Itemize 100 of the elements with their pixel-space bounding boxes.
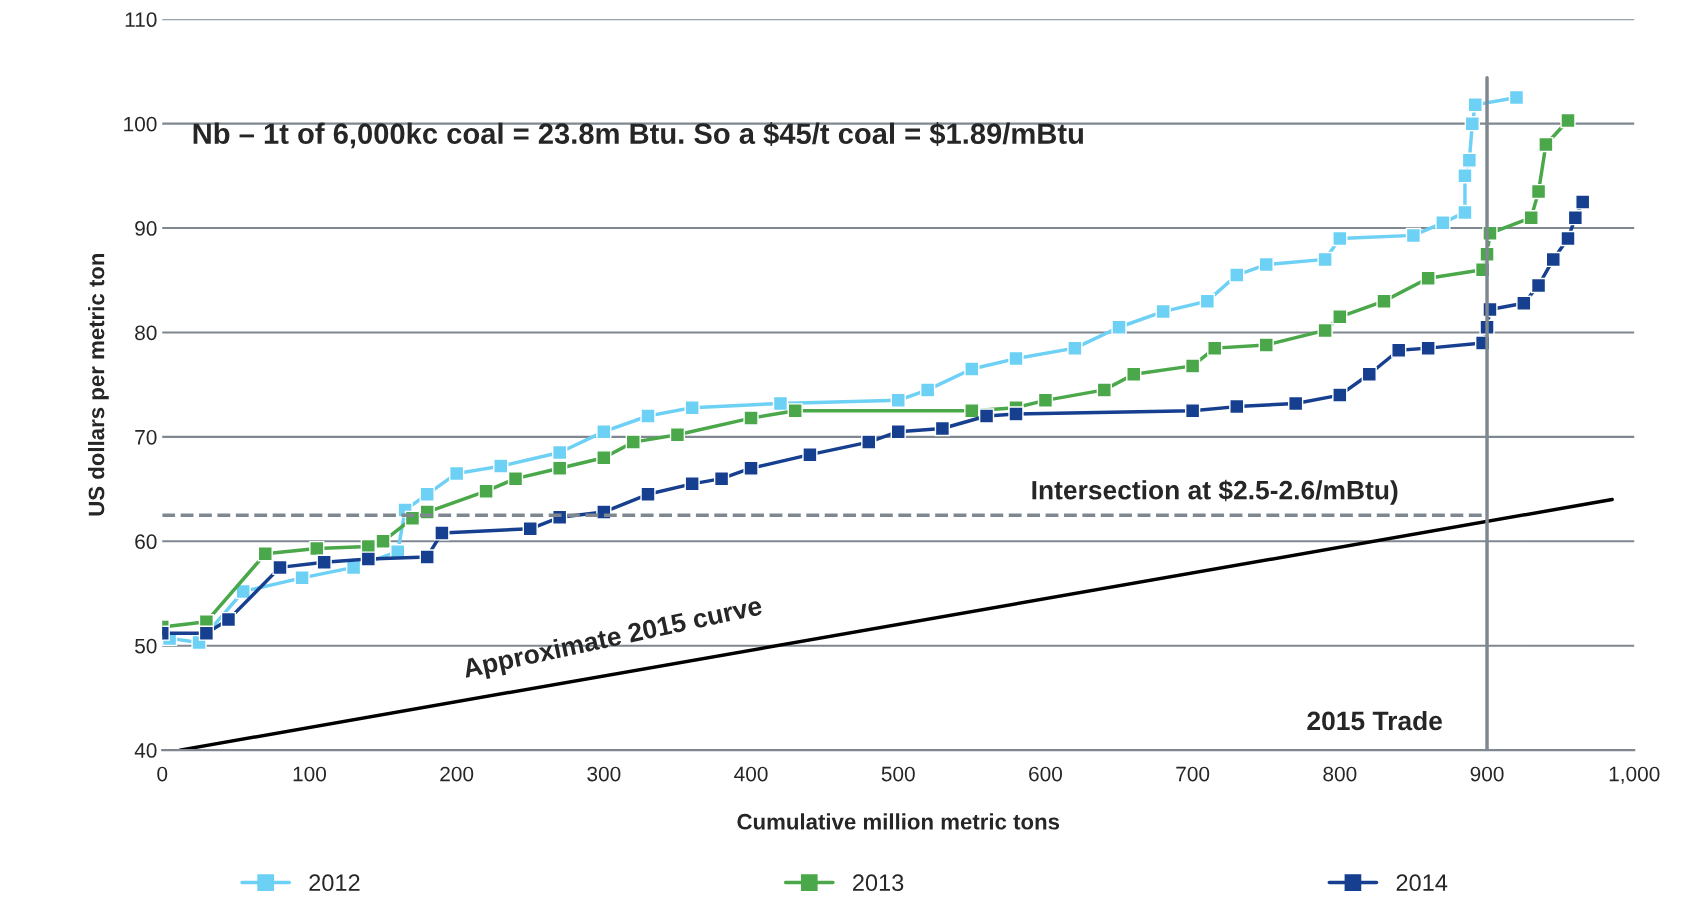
x-tick-label: 200 bbox=[440, 766, 474, 782]
point bbox=[1464, 116, 1480, 132]
point bbox=[596, 450, 612, 466]
y-tick-label: 40 bbox=[134, 743, 157, 758]
point bbox=[743, 460, 759, 476]
y-tick-label: 50 bbox=[135, 638, 157, 654]
point bbox=[1560, 230, 1576, 247]
x-tick-label: 600 bbox=[1029, 766, 1062, 782]
point bbox=[1420, 340, 1436, 356]
point bbox=[920, 382, 936, 398]
point bbox=[1376, 293, 1392, 309]
y-tick-label: 110 bbox=[125, 12, 157, 28]
point bbox=[978, 408, 995, 424]
x-tick-label: 100 bbox=[293, 766, 327, 782]
x-tick-label: 800 bbox=[1323, 766, 1357, 782]
point bbox=[964, 361, 980, 377]
point bbox=[1184, 358, 1201, 374]
point bbox=[257, 546, 273, 562]
point bbox=[1332, 309, 1348, 325]
point bbox=[1317, 322, 1333, 339]
y-tick-label: 80 bbox=[135, 325, 157, 341]
point bbox=[1008, 406, 1024, 422]
point bbox=[743, 410, 759, 426]
point bbox=[220, 611, 237, 628]
legend-label: 2012 bbox=[309, 874, 360, 892]
y-tick-label: 70 bbox=[135, 429, 157, 445]
point bbox=[890, 392, 906, 408]
point bbox=[419, 486, 435, 502]
point bbox=[772, 395, 789, 412]
y-tick-label: 90 bbox=[135, 221, 157, 236]
y-axis-title: US dollars per metric ton bbox=[88, 253, 109, 516]
point bbox=[1288, 395, 1304, 412]
point bbox=[861, 434, 877, 450]
point bbox=[1361, 366, 1377, 382]
y-tick-label: 60 bbox=[135, 534, 157, 550]
point bbox=[1508, 89, 1525, 106]
point bbox=[1545, 251, 1561, 268]
point bbox=[1332, 230, 1348, 247]
point bbox=[964, 403, 980, 419]
point bbox=[1530, 183, 1547, 200]
legend-label: 2013 bbox=[852, 874, 904, 892]
point bbox=[1435, 215, 1451, 231]
point bbox=[934, 420, 951, 437]
point bbox=[272, 559, 288, 576]
point bbox=[1560, 112, 1576, 129]
x-axis-title: Cumulative million metric tons bbox=[737, 813, 1060, 830]
point bbox=[1258, 337, 1274, 353]
point bbox=[294, 570, 310, 586]
point bbox=[522, 521, 538, 537]
x-tick-label: 400 bbox=[734, 766, 768, 782]
point bbox=[1317, 251, 1333, 268]
point bbox=[1405, 227, 1422, 244]
ref-line-label: Intersection at $2.5-2.6/mBtu) bbox=[1032, 479, 1398, 505]
point bbox=[198, 625, 215, 641]
point bbox=[1530, 277, 1547, 294]
ref-line-label: 2015 Trade bbox=[1307, 710, 1442, 731]
point bbox=[375, 533, 391, 549]
point bbox=[684, 476, 700, 492]
point bbox=[1420, 270, 1436, 286]
point bbox=[493, 458, 509, 474]
point bbox=[1155, 303, 1171, 320]
annotation: Nb – 1t of 6,000kc coal = 23.8m Btu. So a $45/t coal = $1.89/mBtu bbox=[193, 122, 1083, 149]
x-tick-label: 0 bbox=[157, 766, 168, 782]
point bbox=[1258, 256, 1274, 273]
point bbox=[787, 403, 803, 419]
point bbox=[434, 525, 450, 541]
point bbox=[713, 471, 730, 487]
point bbox=[1332, 387, 1348, 403]
point bbox=[684, 400, 700, 416]
point bbox=[1461, 152, 1478, 168]
x-tick-label: 900 bbox=[1470, 766, 1504, 782]
point bbox=[1391, 342, 1407, 358]
point bbox=[552, 460, 568, 476]
x-tick-label: 500 bbox=[881, 766, 915, 782]
point bbox=[360, 551, 376, 567]
point bbox=[1096, 382, 1112, 398]
point bbox=[316, 554, 332, 570]
point bbox=[1457, 168, 1473, 184]
point bbox=[1037, 392, 1054, 408]
point bbox=[1207, 340, 1223, 356]
point bbox=[1229, 267, 1245, 283]
point bbox=[478, 483, 494, 499]
point bbox=[625, 434, 641, 450]
point bbox=[1229, 398, 1245, 415]
point bbox=[309, 540, 325, 557]
point bbox=[419, 549, 435, 565]
point bbox=[1067, 340, 1083, 356]
point bbox=[1467, 97, 1483, 113]
x-tick-label: 700 bbox=[1176, 766, 1210, 782]
point bbox=[1457, 204, 1473, 221]
point bbox=[1516, 295, 1532, 311]
point bbox=[507, 471, 524, 487]
point bbox=[596, 424, 612, 440]
point bbox=[1008, 350, 1024, 367]
point bbox=[552, 444, 568, 461]
point bbox=[1567, 209, 1583, 226]
legend-label: 2014 bbox=[1396, 874, 1448, 892]
point bbox=[1538, 136, 1554, 153]
point bbox=[1575, 194, 1591, 210]
point bbox=[640, 408, 656, 424]
